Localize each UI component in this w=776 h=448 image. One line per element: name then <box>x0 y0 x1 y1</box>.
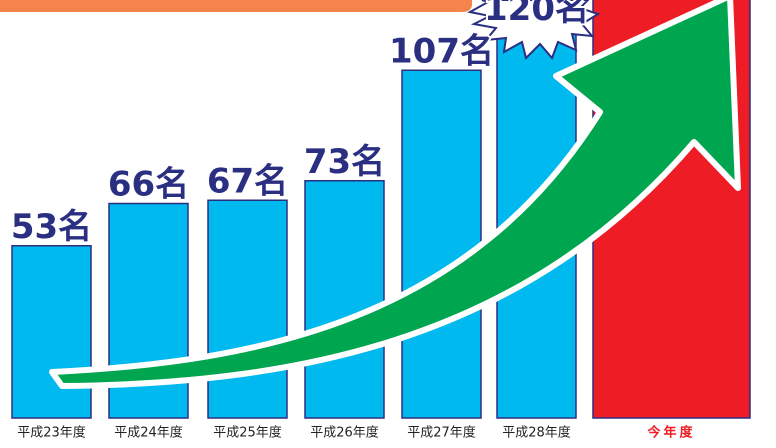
value-label: 120名 <box>484 0 589 29</box>
bar <box>12 246 91 418</box>
x-tick-label: 今年度 <box>646 425 695 441</box>
chart: 53名平成23年度 66名平成24年度 67名平成25年度 73名平成26年度 107名… <box>0 0 776 448</box>
x-tick-label: 平成24年度 <box>114 425 183 441</box>
value-label: 53名 <box>11 207 92 247</box>
value-label: 73名 <box>304 142 385 182</box>
bar <box>208 200 287 418</box>
x-tick-label: 平成23年度 <box>17 425 86 441</box>
x-tick-label: 平成26年度 <box>310 425 379 441</box>
bar <box>402 70 481 418</box>
x-tick-label: 平成27年度 <box>407 425 476 441</box>
bar <box>305 181 384 418</box>
value-label: 107名 <box>389 31 494 71</box>
x-tick-label: 平成25年度 <box>213 425 282 441</box>
banner <box>0 0 472 12</box>
value-label: 66名 <box>108 165 189 205</box>
x-tick-label: 平成28年度 <box>502 425 571 441</box>
value-label: 67名 <box>207 161 288 201</box>
